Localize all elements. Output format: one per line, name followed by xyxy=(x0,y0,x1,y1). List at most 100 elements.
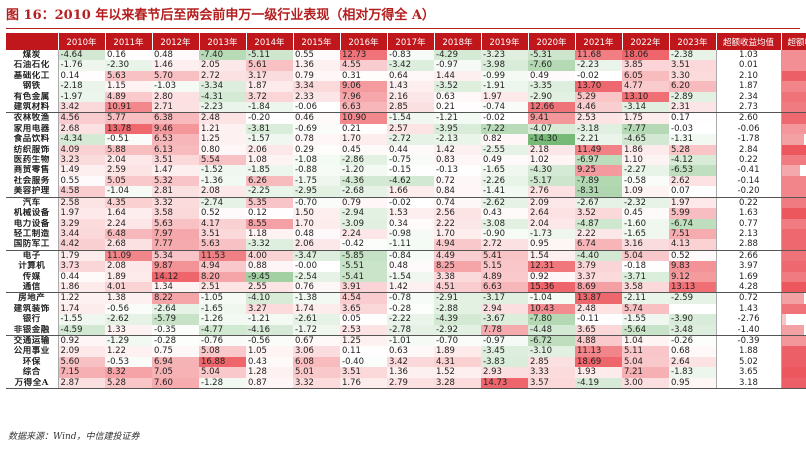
return-cell: 0.68 xyxy=(669,346,717,357)
return-cell: -1.91 xyxy=(481,81,528,92)
return-cell: 0.76 xyxy=(293,281,340,294)
return-cell: -2.55 xyxy=(481,144,528,156)
industry-name: 银行 xyxy=(6,314,59,325)
win-rate: 36% xyxy=(781,292,806,304)
return-cell: -14.30 xyxy=(528,134,575,145)
table-row: 食品饮料 -4.34 -0.51 6.53 1.25 -1.57 0.78 1.70 -2.72… xyxy=(6,134,806,145)
return-cell: 1.38 xyxy=(105,292,152,304)
average-excess-return: 0.01 xyxy=(716,60,782,71)
return-cell: 2.09 xyxy=(58,346,105,357)
return-cell: -7.89 xyxy=(575,175,622,187)
return-cell: 1.86 xyxy=(622,144,669,156)
return-cell: -4.12 xyxy=(669,155,717,166)
return-cell: -2.27 xyxy=(622,165,669,176)
table-row: 社会服务 0.55 5.05 5.32 -1.36 6.26 -1.75 -4.36 -4.62… xyxy=(6,175,806,187)
return-cell: 3.51 xyxy=(340,367,387,378)
return-cell: 2.24 xyxy=(105,218,152,229)
return-cell: -0.90 xyxy=(481,228,528,240)
return-cell: -0.02 xyxy=(577,70,599,81)
return-cell: 4.42 xyxy=(58,239,105,251)
return-cell: -1.21 xyxy=(246,314,293,325)
return-cell: -6.97 xyxy=(575,155,622,166)
return-cell: 0.46 xyxy=(293,113,340,124)
return-cell: -2.90 xyxy=(528,91,575,103)
return-cell: 4.77 xyxy=(622,81,669,92)
return-cell: -3.18 xyxy=(575,123,622,135)
return-cell: 5.41 xyxy=(481,250,528,262)
return-cell: -2.26 xyxy=(481,175,528,187)
return-cell: 2.62 xyxy=(669,175,717,187)
return-cell: -3.10 xyxy=(528,346,575,357)
return-cell: -2.92 xyxy=(434,324,481,336)
return-cell: -5.41 xyxy=(340,271,387,282)
return-cell: -0.42 xyxy=(340,239,387,251)
average-excess-return: 2.13 xyxy=(716,228,782,240)
industry-name: 房地产 xyxy=(6,292,59,304)
return-cell: 3.85 xyxy=(622,60,669,71)
win-rate: 50% xyxy=(781,50,806,61)
return-cell: 9.06 xyxy=(340,81,387,92)
column-header: 超额收益均值 xyxy=(716,33,782,50)
industry-name: 计算机 xyxy=(6,261,59,272)
return-cell: 7.77 xyxy=(152,239,199,251)
average-excess-return: 5.02 xyxy=(716,356,782,368)
industry-name: 家用电器 xyxy=(6,123,59,135)
return-cell: 1.64 xyxy=(105,208,152,219)
average-excess-return: 4.28 xyxy=(716,281,782,294)
return-cell: 0.78 xyxy=(293,134,340,145)
industry-name: 国防军工 xyxy=(6,239,59,251)
return-cell: -2.32 xyxy=(622,197,669,209)
return-cell: -1.85 xyxy=(246,165,293,176)
return-cell: -4.77 xyxy=(199,324,246,336)
return-cell: 15.36 xyxy=(528,281,575,294)
return-cell: 2.04 xyxy=(528,218,575,229)
return-cell: -0.70 xyxy=(434,335,481,346)
return-cell: 4.35 xyxy=(105,197,152,209)
return-cell: -3.08 xyxy=(481,218,528,229)
table-row: 家用电器 2.68 13.78 9.46 1.21 -3.81 -0.69 0.21 2.57-… xyxy=(6,123,806,135)
column-header: 2023年 xyxy=(669,33,717,50)
return-cell: 5.01 xyxy=(293,367,340,378)
return-cell: -0.35 xyxy=(152,324,199,336)
return-cell: -4.64 xyxy=(58,50,105,61)
average-excess-return: 0.22 xyxy=(716,155,782,166)
return-cell: -0.18 xyxy=(624,261,646,272)
return-cell: 4.46 xyxy=(575,102,622,114)
return-cell: -2.54 xyxy=(293,271,340,282)
win-rate: 71% xyxy=(781,303,806,315)
win-rate: 57% xyxy=(781,81,806,92)
return-cell: 8.32 xyxy=(105,367,152,378)
return-cell: -3.90 xyxy=(669,314,717,325)
return-cell: -0.06 xyxy=(293,102,340,114)
win-rate: 79% xyxy=(781,112,806,124)
return-cell: 2.04 xyxy=(105,155,152,166)
return-cell: -2.86 xyxy=(340,155,387,166)
return-cell: -3.42 xyxy=(387,60,434,71)
return-cell: -1.55 xyxy=(622,314,669,325)
return-cell: -1.05 xyxy=(199,292,246,304)
industry-name: 公用事业 xyxy=(6,346,59,357)
return-cell: 1.25 xyxy=(340,335,387,347)
return-cell: 3.79 xyxy=(575,261,622,272)
return-cell: -0.13 xyxy=(436,165,458,176)
average-excess-return: 2.88 xyxy=(716,239,782,251)
return-cell: 2.56 xyxy=(434,208,481,219)
industry-name: 纺织服饰 xyxy=(6,144,59,156)
return-cell: 0.48 xyxy=(293,229,340,239)
return-cell: 9.25 xyxy=(575,165,622,176)
return-cell: 4.13 xyxy=(669,239,717,251)
return-cell: 9.12 xyxy=(669,271,717,282)
return-cell: 2.80 xyxy=(152,91,199,103)
return-cell: -1.41 xyxy=(481,186,528,198)
return-cell: -1.11 xyxy=(387,239,434,251)
return-cell: 7.60 xyxy=(152,377,199,389)
return-cell: -2.23 xyxy=(575,60,622,71)
return-cell: 3.57 xyxy=(528,377,575,389)
table-row: 纺织服饰 4.09 5.88 6.13 0.80 2.06 0.29 0.45 0.44 1.42… xyxy=(6,144,806,156)
return-cell: -4.34 xyxy=(58,134,105,145)
average-excess-return: -0.14 xyxy=(716,175,782,187)
table-row: 机械设备 1.97 1.64 3.58 0.52 0.12 1.50 -2.94 1.53 2.5… xyxy=(6,208,806,219)
return-cell: -4.65 xyxy=(622,134,669,145)
return-cell: -2.18 xyxy=(58,81,105,92)
return-cell: 3.17 xyxy=(246,70,293,82)
